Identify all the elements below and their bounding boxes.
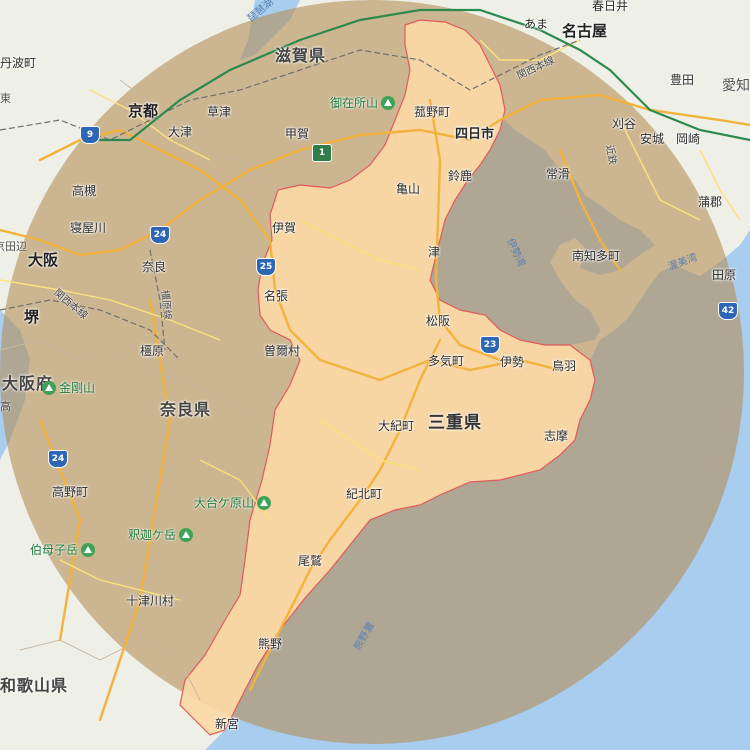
railways: [0, 39, 581, 361]
edge-label-higashi: 東: [0, 92, 11, 105]
route-shield-25: 25: [256, 258, 276, 276]
edge-label-ai: 愛知: [722, 78, 750, 94]
route-shield-24b: 24: [48, 450, 68, 468]
edge-label-taka: 高: [0, 400, 11, 413]
route-shield-42: 42: [718, 302, 738, 320]
route-shield-24a: 24: [150, 226, 170, 244]
shinkansen-line: [90, 8, 750, 142]
edge-label-kyotanabe: 京田辺: [0, 240, 27, 253]
route-shield-9: 9: [80, 126, 100, 144]
route-shield-1: 1: [312, 144, 332, 162]
route-shield-23: 23: [480, 336, 500, 354]
